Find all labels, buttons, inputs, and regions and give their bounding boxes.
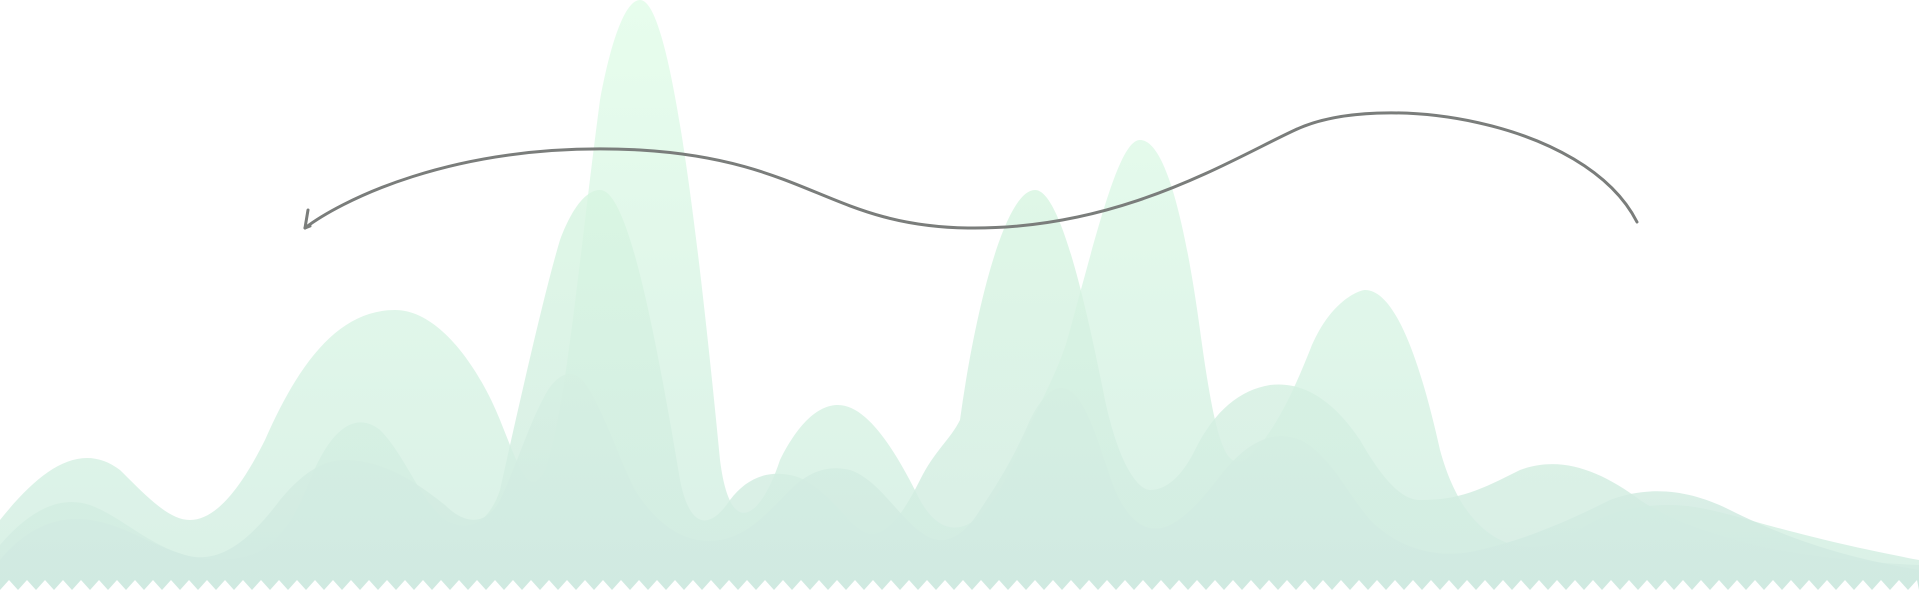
curved-arrow-icon: [303, 111, 1639, 230]
wave-layer-front: [0, 374, 1919, 590]
zigzag-teeth: [0, 580, 1919, 590]
zigzag-border: [0, 580, 1919, 590]
curved-arrow-head: [303, 208, 312, 230]
